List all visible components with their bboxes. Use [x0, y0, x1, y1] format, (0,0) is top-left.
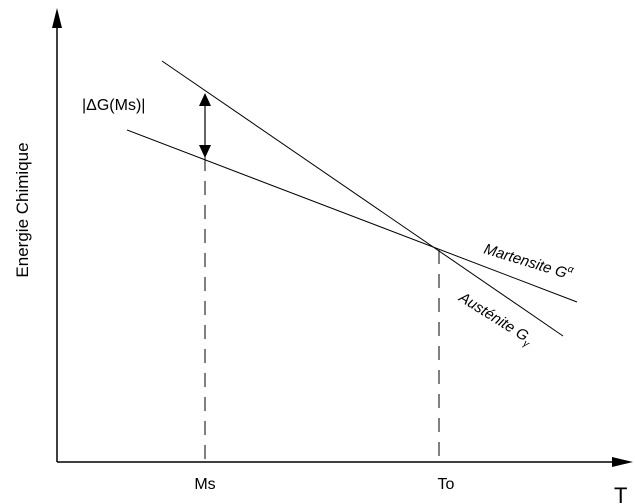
- x-axis-arrow: [612, 457, 633, 467]
- austenite-line: [161, 60, 564, 337]
- x-tick-to: To: [438, 476, 455, 493]
- x-axis-label: T: [614, 483, 627, 504]
- austenite-superscript: γ: [521, 338, 532, 351]
- austenite-label: Austénite Gγ: [453, 288, 536, 350]
- martensite-label: Martensite Gα: [482, 239, 575, 284]
- martensite-superscript: α: [566, 264, 575, 276]
- delta-g-arrow-up: [199, 93, 211, 106]
- martensite-line: [126, 129, 578, 303]
- delta-g-arrow-down: [199, 145, 211, 158]
- y-axis-arrow: [52, 8, 62, 28]
- x-tick-ms: Ms: [194, 476, 215, 493]
- y-axis-label: Energie Chimique: [13, 142, 32, 277]
- delta-g-label: |ΔG(Ms)|: [82, 97, 145, 114]
